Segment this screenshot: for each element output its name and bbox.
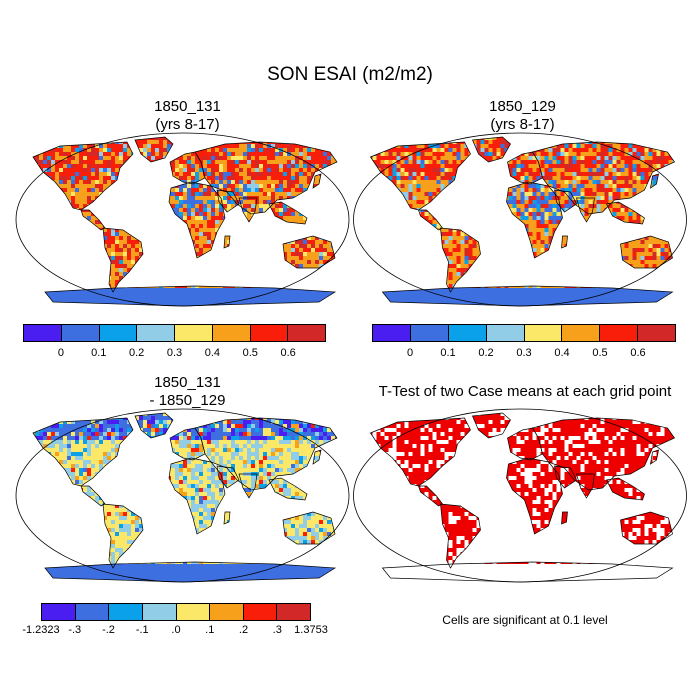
map-outline bbox=[353, 132, 687, 307]
colorbar-box bbox=[176, 604, 211, 620]
colorbar-1850-129-labels: 0 0.1 0.2 0.3 0.4 0.5 0.6 bbox=[372, 347, 676, 361]
colorbar-box bbox=[373, 325, 411, 341]
panel-3-title-line2: - 1850_129 bbox=[149, 392, 226, 409]
panel-2-title: 1850_129 (yrs 8-17) bbox=[355, 98, 690, 134]
colorbar-difference-labels: -1.2323 -.3 -.2 -.1 .0 .1 .2 .3 1.3753 bbox=[22, 624, 327, 638]
panel-3-title-line1: 1850_131 bbox=[154, 374, 221, 391]
map-1850-129 bbox=[353, 132, 687, 307]
land-antarctica bbox=[382, 562, 673, 582]
colorbar-label: 0.6 bbox=[630, 347, 646, 359]
colorbar-box bbox=[109, 604, 143, 620]
colorbar-box bbox=[212, 325, 251, 341]
colorbar-box bbox=[410, 325, 449, 341]
colorbar-label: 0.1 bbox=[440, 347, 456, 359]
colorbar-box bbox=[99, 325, 138, 341]
colorbar-label: 0.5 bbox=[242, 347, 258, 359]
colorbar-box bbox=[137, 325, 175, 341]
land-antarctica bbox=[382, 286, 673, 306]
colorbar-box bbox=[600, 325, 639, 341]
colorbar-box bbox=[562, 325, 601, 341]
colorbar-label: 0.4 bbox=[204, 347, 221, 359]
colorbar-box bbox=[524, 325, 563, 341]
colorbar-box bbox=[210, 604, 244, 620]
colorbar-box bbox=[61, 325, 100, 341]
colorbar-box bbox=[486, 325, 525, 341]
map-difference bbox=[15, 408, 350, 583]
colorbar-box bbox=[243, 604, 278, 620]
panel-1-title-line1: 1850_131 bbox=[154, 98, 221, 115]
panel-3-title: 1850_131 - 1850_129 bbox=[25, 374, 350, 410]
map-ttest bbox=[353, 408, 687, 583]
colorbar-label: .3 bbox=[272, 624, 282, 636]
colorbar-label: 0.6 bbox=[280, 347, 296, 359]
land-antarctica bbox=[45, 562, 335, 582]
colorbar-label: 0.2 bbox=[478, 347, 494, 359]
colorbar-label: 0 bbox=[57, 347, 64, 359]
colorbar-difference bbox=[41, 603, 311, 621]
panel-1-title: 1850_131 (yrs 8-17) bbox=[25, 98, 350, 134]
colorbar-label: -.1 bbox=[135, 624, 149, 636]
colorbar-1850-131-labels: 0 0.1 0.2 0.3 0.4 0.5 0.6 bbox=[23, 347, 326, 361]
colorbar-label: 0.3 bbox=[166, 347, 183, 359]
colorbar-1850-131 bbox=[23, 324, 326, 342]
land-antarctica bbox=[45, 286, 335, 306]
map-outline bbox=[15, 132, 350, 307]
colorbar-label: 1.3753 bbox=[294, 624, 328, 636]
colorbar-label: -.3 bbox=[68, 624, 82, 636]
colorbar-box bbox=[175, 325, 213, 341]
colorbar-box bbox=[24, 325, 62, 341]
significance-note: Cells are significant at 0.1 level bbox=[442, 613, 608, 627]
figure-title: SON ESAI (m2/m2) bbox=[267, 64, 433, 85]
colorbar-label: 0.3 bbox=[516, 347, 532, 359]
colorbar-box bbox=[288, 325, 325, 341]
colorbar-label: 0.5 bbox=[592, 347, 608, 359]
colorbar-label: 0.1 bbox=[91, 347, 107, 359]
map-outline bbox=[353, 408, 687, 583]
colorbar-label: -.2 bbox=[102, 624, 115, 636]
colorbar-box bbox=[250, 325, 289, 341]
panel-4-title: T-Test of two Case means at each grid po… bbox=[378, 383, 672, 400]
colorbar-box bbox=[277, 604, 310, 620]
panel-2-title-line1: 1850_129 bbox=[489, 98, 556, 115]
colorbar-label: -1.2323 bbox=[22, 624, 60, 636]
colorbar-box bbox=[142, 604, 177, 620]
panel-2-title-line2: (yrs 8-17) bbox=[490, 116, 555, 133]
colorbar-box bbox=[448, 325, 487, 341]
colorbar-label: .2 bbox=[238, 624, 249, 636]
colorbar-box bbox=[638, 325, 675, 341]
panel-1-title-line2: (yrs 8-17) bbox=[155, 116, 220, 133]
colorbar-label: .0 bbox=[171, 624, 181, 636]
colorbar-label: 0 bbox=[406, 347, 414, 359]
colorbar-box bbox=[42, 604, 76, 620]
map-1850-131 bbox=[15, 132, 350, 307]
colorbar-label: .1 bbox=[205, 624, 215, 636]
colorbar-1850-129 bbox=[372, 324, 676, 342]
colorbar-box bbox=[75, 604, 110, 620]
map-outline bbox=[15, 408, 350, 583]
colorbar-label: 0.4 bbox=[554, 347, 570, 359]
colorbar-label: 0.2 bbox=[128, 347, 145, 359]
